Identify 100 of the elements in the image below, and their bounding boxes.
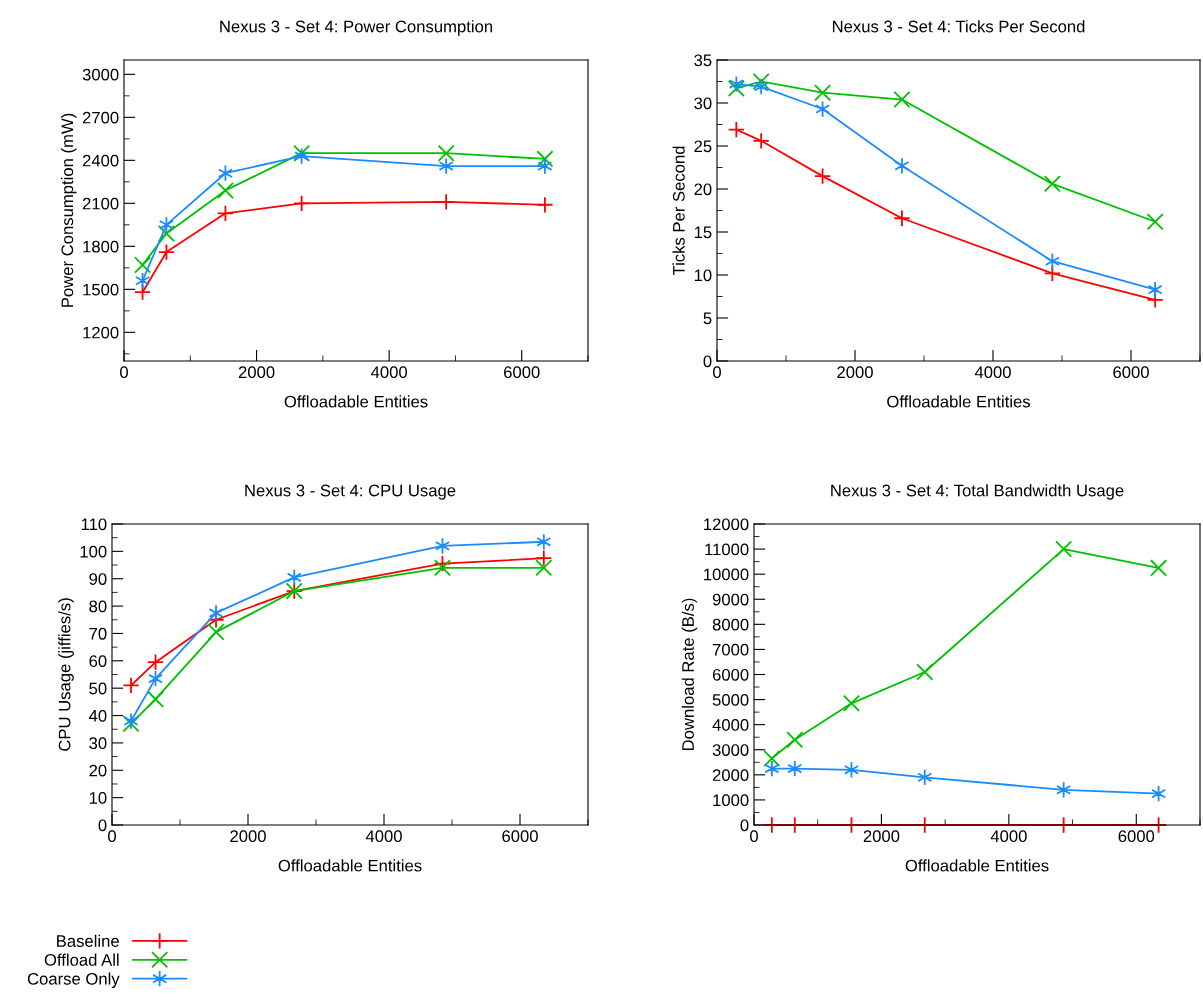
point: [787, 760, 803, 778]
point: [893, 209, 911, 227]
point: [1044, 252, 1060, 270]
y-tick-label: 0: [740, 819, 749, 832]
point: [893, 91, 911, 109]
point: [433, 555, 452, 573]
y-tick-label: 25: [694, 140, 712, 153]
point: [286, 568, 302, 586]
y-tick-label: 15: [694, 226, 712, 239]
point: [537, 157, 553, 175]
point: [752, 72, 770, 91]
y-tick-label: 10: [89, 792, 107, 804]
legend-label: Baseline: [57, 934, 119, 947]
point: [1055, 540, 1073, 558]
point: [535, 559, 553, 577]
y-tick-label: 5: [703, 312, 712, 325]
x-axis-title: Offloadable Entities: [905, 859, 1049, 872]
point: [208, 604, 224, 622]
point: [917, 768, 933, 786]
point: [157, 224, 175, 242]
point: [1043, 175, 1061, 193]
y-axis-title: Power Consumption (mW): [60, 113, 77, 307]
y-tick-label: 2000: [712, 769, 749, 782]
point: [122, 676, 140, 694]
chart-title: Nexus 3 - Set 4: Power Consumption: [220, 20, 493, 36]
y-tick-label: 30: [694, 97, 712, 110]
point: [216, 181, 234, 199]
point: [536, 196, 554, 214]
x-tick-label: 6000: [502, 830, 538, 843]
y-tick-label: 10: [694, 269, 712, 282]
point: [134, 256, 152, 274]
y-tick-label: 90: [89, 573, 107, 585]
y-tick-label: 1000: [713, 794, 749, 807]
y-axis-title: Ticks Per Second: [672, 146, 685, 276]
point: [438, 157, 454, 175]
y-tick-label: 12000: [704, 518, 749, 531]
y-tick-label: 5000: [712, 693, 749, 706]
point: [216, 204, 234, 222]
point: [814, 84, 832, 102]
y-tick-label: 6000: [712, 668, 749, 681]
x-tick-label: 2000: [230, 830, 266, 843]
x-tick-label: 2000: [238, 366, 275, 379]
x-axis-title: Offloadable Entities: [284, 395, 428, 408]
y-tick-label: 2700: [82, 111, 119, 124]
point: [207, 623, 225, 641]
y-tick-label: 2400: [82, 154, 119, 167]
point: [293, 194, 311, 212]
x-tick-label: 4000: [370, 366, 408, 379]
point: [894, 157, 910, 175]
y-tick-label: 3000: [712, 744, 749, 756]
point: [1147, 281, 1163, 299]
x-tick-label: 2000: [863, 830, 900, 843]
x-tick-label: 4000: [365, 830, 402, 843]
x-tick-label: 0: [750, 830, 758, 843]
x-axis-title: Offloadable Entities: [278, 859, 422, 872]
y-tick-label: 4000: [712, 719, 749, 731]
y-tick-label: 1200: [83, 326, 119, 339]
point: [146, 653, 165, 671]
point: [763, 749, 781, 768]
y-tick-label: 40: [88, 709, 107, 722]
point: [437, 144, 455, 162]
point: [764, 760, 780, 778]
y-tick-label: 2100: [82, 197, 119, 210]
y-tick-label: 3000: [82, 68, 119, 81]
y-tick-label: 1800: [83, 240, 119, 253]
x-tick-label: 6000: [504, 366, 540, 379]
y-tick-label: 110: [81, 518, 107, 531]
y-tick-label: 100: [80, 545, 107, 558]
point: [728, 75, 744, 93]
chart-title: Nexus 3 - Set 4: Ticks Per Second: [832, 20, 1085, 33]
point: [786, 731, 804, 749]
point: [437, 193, 455, 211]
y-tick-label: 30: [89, 737, 107, 750]
point: [916, 663, 934, 681]
chart-title: Nexus 3 - Set 4: CPU Usage: [245, 484, 456, 500]
point: [1146, 213, 1164, 231]
x-tick-label: 6000: [1118, 830, 1155, 843]
point: [727, 121, 745, 139]
point: [753, 78, 769, 96]
point: [1150, 559, 1168, 577]
point: [536, 150, 554, 168]
y-tick-label: 60: [89, 655, 107, 668]
x-tick-label: 4000: [990, 830, 1027, 843]
point: [433, 559, 452, 577]
point: [727, 79, 745, 97]
y-tick-label: 35: [694, 54, 712, 67]
x-tick-label: 4000: [974, 366, 1011, 379]
y-tick-label: 0: [703, 355, 712, 368]
x-tick-label: 2000: [837, 366, 873, 379]
point: [814, 167, 832, 185]
y-tick-label: 20: [694, 183, 712, 196]
y-tick-label: 8000: [712, 618, 749, 631]
y-tick-label: 1500: [83, 283, 119, 296]
y-tick-label: 50: [89, 682, 107, 695]
y-tick-label: 11000: [705, 543, 749, 556]
y-tick-label: 7000: [712, 643, 749, 656]
y-tick-label: 70: [89, 627, 107, 640]
point: [536, 533, 552, 551]
x-tick-label: 6000: [1113, 366, 1149, 379]
y-tick-label: 80: [89, 600, 107, 613]
